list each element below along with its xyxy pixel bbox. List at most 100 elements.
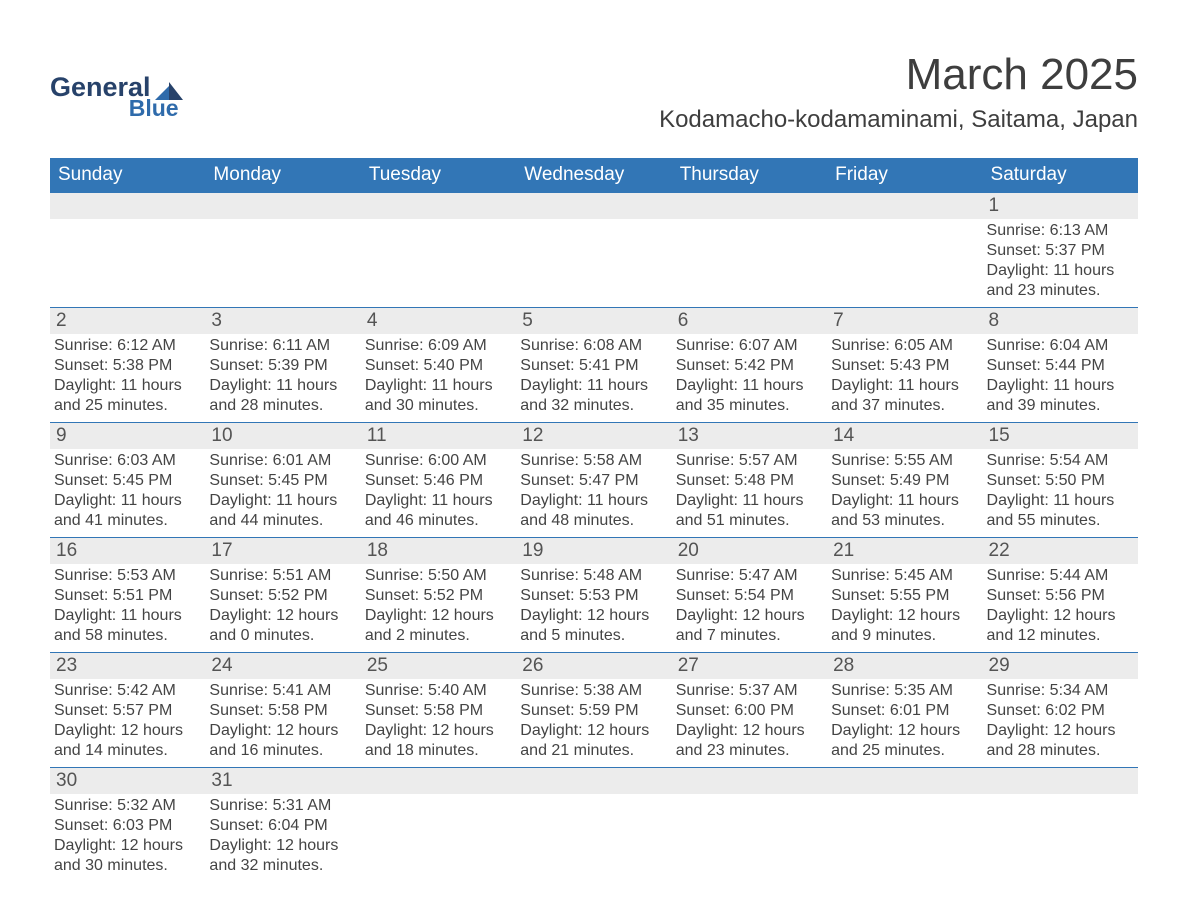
sunrise-line: Sunrise: 5:32 AM	[54, 796, 201, 816]
sunrise-line: Sunrise: 5:47 AM	[676, 566, 823, 586]
daylight-line	[676, 261, 823, 281]
sunset-line: Sunset: 5:54 PM	[676, 586, 823, 606]
day-details	[672, 794, 827, 878]
day-number: 29	[983, 653, 1138, 679]
sunset-line: Sunset: 5:57 PM	[54, 701, 201, 721]
sunset-line: Sunset: 5:50 PM	[987, 471, 1134, 491]
calendar-day: 19Sunrise: 5:48 AMSunset: 5:53 PMDayligh…	[516, 538, 671, 652]
sunset-line	[831, 241, 978, 261]
sunrise-line	[831, 796, 978, 816]
daylight-line	[987, 856, 1134, 876]
calendar-day: 11Sunrise: 6:00 AMSunset: 5:46 PMDayligh…	[361, 423, 516, 537]
daylight-line: Daylight: 11 hours	[987, 491, 1134, 511]
day-details: Sunrise: 5:47 AMSunset: 5:54 PMDaylight:…	[672, 564, 827, 648]
calendar-day: 30Sunrise: 5:32 AMSunset: 6:03 PMDayligh…	[50, 768, 205, 882]
daylight-line	[831, 281, 978, 301]
sunset-line: Sunset: 5:56 PM	[987, 586, 1134, 606]
sunset-line: Sunset: 6:01 PM	[831, 701, 978, 721]
day-number: 28	[827, 653, 982, 679]
daylight-line: Daylight: 12 hours	[987, 721, 1134, 741]
daylight-line: and 25 minutes.	[54, 396, 201, 416]
daylight-line: and 21 minutes.	[520, 741, 667, 761]
sunset-line: Sunset: 6:00 PM	[676, 701, 823, 721]
day-number: 23	[50, 653, 205, 679]
sunrise-line: Sunrise: 6:03 AM	[54, 451, 201, 471]
calendar-day: 18Sunrise: 5:50 AMSunset: 5:52 PMDayligh…	[361, 538, 516, 652]
day-details	[983, 794, 1138, 878]
daylight-line: Daylight: 12 hours	[520, 721, 667, 741]
calendar-day	[672, 193, 827, 307]
daylight-line	[365, 856, 512, 876]
sunset-line: Sunset: 5:42 PM	[676, 356, 823, 376]
calendar-day: 16Sunrise: 5:53 AMSunset: 5:51 PMDayligh…	[50, 538, 205, 652]
daylight-line: Daylight: 11 hours	[54, 491, 201, 511]
calendar-day: 26Sunrise: 5:38 AMSunset: 5:59 PMDayligh…	[516, 653, 671, 767]
sunset-line	[520, 816, 667, 836]
day-details: Sunrise: 5:55 AMSunset: 5:49 PMDaylight:…	[827, 449, 982, 533]
sunset-line: Sunset: 6:02 PM	[987, 701, 1134, 721]
calendar-week: 9Sunrise: 6:03 AMSunset: 5:45 PMDaylight…	[50, 422, 1138, 537]
sunset-line: Sunset: 5:44 PM	[987, 356, 1134, 376]
daylight-line	[831, 856, 978, 876]
daylight-line: Daylight: 11 hours	[520, 376, 667, 396]
day-number	[516, 768, 671, 794]
daylight-line: Daylight: 12 hours	[831, 721, 978, 741]
daylight-line: Daylight: 12 hours	[365, 721, 512, 741]
sunset-line	[676, 241, 823, 261]
daylight-line: and 25 minutes.	[831, 741, 978, 761]
day-number	[361, 768, 516, 794]
day-details: Sunrise: 6:11 AMSunset: 5:39 PMDaylight:…	[205, 334, 360, 418]
day-details	[516, 219, 671, 303]
daylight-line	[54, 261, 201, 281]
sunrise-line	[54, 221, 201, 241]
daylight-line: and 7 minutes.	[676, 626, 823, 646]
daylight-line: Daylight: 11 hours	[209, 376, 356, 396]
calendar-body: 1Sunrise: 6:13 AMSunset: 5:37 PMDaylight…	[50, 193, 1138, 882]
day-details: Sunrise: 5:51 AMSunset: 5:52 PMDaylight:…	[205, 564, 360, 648]
daylight-line: Daylight: 11 hours	[676, 491, 823, 511]
sunrise-line	[987, 796, 1134, 816]
sunset-line: Sunset: 5:45 PM	[54, 471, 201, 491]
calendar-day	[205, 193, 360, 307]
calendar-day: 29Sunrise: 5:34 AMSunset: 6:02 PMDayligh…	[983, 653, 1138, 767]
day-number: 19	[516, 538, 671, 564]
day-number: 20	[672, 538, 827, 564]
day-number	[672, 193, 827, 219]
day-details: Sunrise: 5:54 AMSunset: 5:50 PMDaylight:…	[983, 449, 1138, 533]
day-details: Sunrise: 6:07 AMSunset: 5:42 PMDaylight:…	[672, 334, 827, 418]
day-number	[672, 768, 827, 794]
day-details: Sunrise: 5:41 AMSunset: 5:58 PMDaylight:…	[205, 679, 360, 763]
day-number: 8	[983, 308, 1138, 334]
sunrise-line	[520, 796, 667, 816]
calendar-day: 7Sunrise: 6:05 AMSunset: 5:43 PMDaylight…	[827, 308, 982, 422]
sunset-line: Sunset: 5:41 PM	[520, 356, 667, 376]
calendar-week: 30Sunrise: 5:32 AMSunset: 6:03 PMDayligh…	[50, 767, 1138, 882]
sunrise-line: Sunrise: 5:55 AM	[831, 451, 978, 471]
sunset-line: Sunset: 5:39 PM	[209, 356, 356, 376]
daylight-line: Daylight: 11 hours	[987, 376, 1134, 396]
day-number: 1	[983, 193, 1138, 219]
sunrise-line: Sunrise: 6:09 AM	[365, 336, 512, 356]
sunset-line	[365, 241, 512, 261]
daylight-line: and 39 minutes.	[987, 396, 1134, 416]
sunrise-line: Sunrise: 5:51 AM	[209, 566, 356, 586]
day-number: 9	[50, 423, 205, 449]
daylight-line	[520, 856, 667, 876]
daylight-line: Daylight: 12 hours	[987, 606, 1134, 626]
sunset-line: Sunset: 6:04 PM	[209, 816, 356, 836]
calendar-day: 25Sunrise: 5:40 AMSunset: 5:58 PMDayligh…	[361, 653, 516, 767]
daylight-line	[54, 281, 201, 301]
calendar-day: 12Sunrise: 5:58 AMSunset: 5:47 PMDayligh…	[516, 423, 671, 537]
day-number: 11	[361, 423, 516, 449]
day-details: Sunrise: 6:03 AMSunset: 5:45 PMDaylight:…	[50, 449, 205, 533]
day-details: Sunrise: 5:58 AMSunset: 5:47 PMDaylight:…	[516, 449, 671, 533]
brand-logo: General Blue	[50, 40, 183, 120]
daylight-line: Daylight: 12 hours	[54, 836, 201, 856]
dow-thursday: Thursday	[672, 158, 827, 193]
daylight-line	[365, 261, 512, 281]
sunrise-line	[676, 796, 823, 816]
daylight-line: and 32 minutes.	[520, 396, 667, 416]
calendar-day	[361, 193, 516, 307]
calendar-day: 22Sunrise: 5:44 AMSunset: 5:56 PMDayligh…	[983, 538, 1138, 652]
daylight-line: and 9 minutes.	[831, 626, 978, 646]
